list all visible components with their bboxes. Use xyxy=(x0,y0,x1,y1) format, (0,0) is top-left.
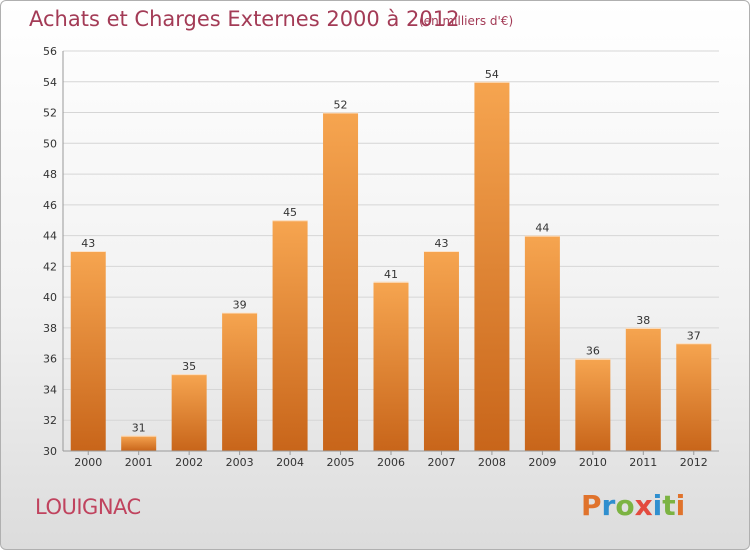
proxiti-logo: Proxiti xyxy=(581,489,685,522)
data-label: 41 xyxy=(384,268,398,281)
x-tick-label: 2008 xyxy=(478,456,506,469)
y-tick-label: 42 xyxy=(43,260,57,273)
logo-letter: i xyxy=(675,489,686,522)
bar xyxy=(474,81,510,452)
y-tick-label: 36 xyxy=(43,353,57,366)
x-tick-label: 2004 xyxy=(276,456,304,469)
y-tick-label: 54 xyxy=(43,76,57,89)
x-tick-label: 2009 xyxy=(528,456,556,469)
bar xyxy=(524,235,560,451)
bar xyxy=(272,220,308,451)
bar xyxy=(171,374,207,451)
data-label: 45 xyxy=(283,206,297,219)
logo-letter: t xyxy=(662,489,676,522)
x-tick-label: 2011 xyxy=(629,456,657,469)
logo-letter: r xyxy=(601,489,616,522)
y-tick-label: 38 xyxy=(43,322,57,335)
y-tick-label: 48 xyxy=(43,168,57,181)
data-label: 43 xyxy=(434,237,448,250)
y-tick-label: 50 xyxy=(43,137,57,150)
data-label: 43 xyxy=(81,237,95,250)
bar xyxy=(676,343,712,451)
bar xyxy=(625,327,661,451)
y-tick-label: 52 xyxy=(43,107,57,120)
logo-letter: x xyxy=(634,489,653,522)
data-label: 44 xyxy=(535,222,549,235)
logo-letter: i xyxy=(652,489,663,522)
logo-letter: P xyxy=(581,489,602,522)
bar xyxy=(222,312,258,451)
data-label: 52 xyxy=(334,99,348,112)
x-tick-label: 2002 xyxy=(175,456,203,469)
axes: 30 32 34 36 38 40 42 44 46 48 50 52 54 56 2000 2001 2002… xyxy=(43,45,719,469)
y-tick-label: 40 xyxy=(43,291,57,304)
chart-unit: (en milliers d'€) xyxy=(419,14,514,28)
data-label: 37 xyxy=(687,329,701,342)
data-label: 54 xyxy=(485,68,499,81)
bars xyxy=(70,81,712,452)
x-tick-label: 2007 xyxy=(427,456,455,469)
data-labels: 43 31 35 39 45 52 41 43 54 44 36 38 37 xyxy=(81,68,701,435)
data-label: 39 xyxy=(233,299,247,312)
data-label: 35 xyxy=(182,360,196,373)
x-tick-label: 2000 xyxy=(74,456,102,469)
bar xyxy=(423,251,459,451)
data-label: 31 xyxy=(132,422,146,435)
y-tick-label: 44 xyxy=(43,230,57,243)
x-tick-label: 2006 xyxy=(377,456,405,469)
bar xyxy=(70,251,106,451)
y-tick-label: 32 xyxy=(43,414,57,427)
bar xyxy=(121,435,157,451)
y-tick-label: 34 xyxy=(43,383,57,396)
data-label: 36 xyxy=(586,345,600,358)
logo-letter: o xyxy=(615,489,635,522)
x-tick-label: 2003 xyxy=(226,456,254,469)
bar xyxy=(575,358,611,451)
commune-name: LOUIGNAC xyxy=(35,495,141,519)
x-tick-label: 2005 xyxy=(327,456,355,469)
y-tick-label: 30 xyxy=(43,445,57,458)
bar xyxy=(373,281,409,451)
bar xyxy=(323,112,359,452)
y-tick-label: 56 xyxy=(43,45,57,58)
x-tick-label: 2010 xyxy=(579,456,607,469)
x-tick-label: 2001 xyxy=(125,456,153,469)
y-tick-label: 46 xyxy=(43,199,57,212)
x-tick-label: 2012 xyxy=(680,456,708,469)
data-label: 38 xyxy=(636,314,650,327)
chart-title: Achats et Charges Externes 2000 à 2012 xyxy=(29,7,460,31)
